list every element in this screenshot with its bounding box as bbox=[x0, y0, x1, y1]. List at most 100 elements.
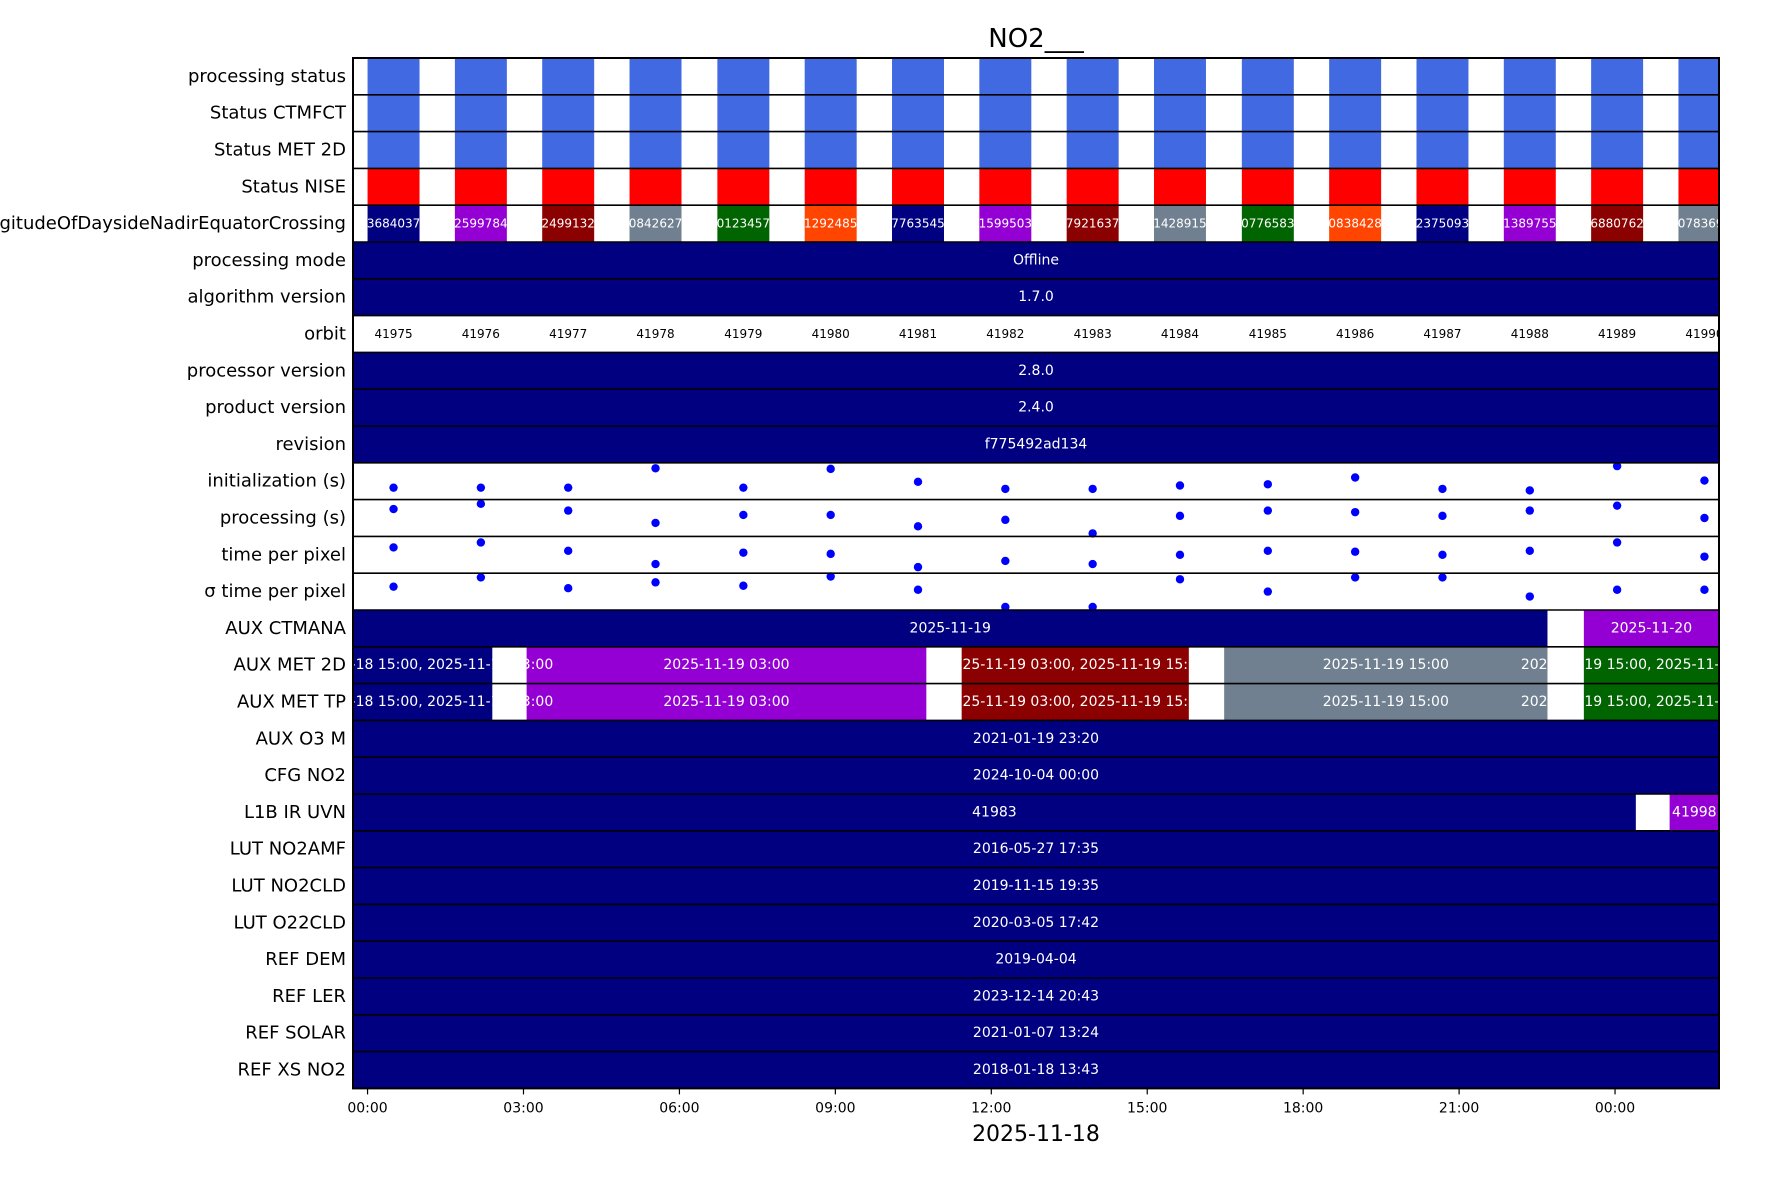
segment-label: 2025-11-20 bbox=[1611, 620, 1692, 636]
scatter-point bbox=[1175, 481, 1185, 490]
segment-bar bbox=[353, 794, 1636, 831]
longitude-label: 2499132 bbox=[541, 217, 594, 231]
longitude-label: 6880762 bbox=[1590, 217, 1643, 231]
longitude-label: 2375093 bbox=[1416, 217, 1469, 231]
longitude-label: 7921637 bbox=[1066, 217, 1119, 231]
status-bar bbox=[1066, 168, 1119, 206]
longitude-label: 1389755 bbox=[1503, 217, 1556, 231]
segment-label: 2025-11-18 15:00, 2025-11-19 03:00 bbox=[292, 657, 553, 673]
row-label: LongitudeOfDaysideNadirEquatorCrossing bbox=[0, 213, 346, 234]
status-bar bbox=[367, 168, 420, 206]
orbit-label: 41982 bbox=[986, 327, 1024, 341]
scatter-point bbox=[1350, 507, 1360, 517]
segment-label: 2025-11-19 03:00 bbox=[663, 657, 789, 673]
status-bar bbox=[717, 168, 770, 206]
constant-label: 2019-11-15 19:35 bbox=[973, 878, 1099, 894]
scatter-point bbox=[913, 585, 923, 594]
longitude-bar bbox=[1503, 205, 1556, 242]
constant-label: 2.4.0 bbox=[1018, 400, 1054, 416]
longitude-label: 2599784 bbox=[454, 217, 507, 231]
scatter-point bbox=[826, 464, 835, 474]
row-label: REF SOLAR bbox=[245, 1023, 346, 1044]
status-bar bbox=[1153, 94, 1206, 132]
longitude-bar bbox=[1416, 205, 1469, 242]
segment-label: 2025-11-19 03:00, 2025-11-19 15:00 bbox=[945, 657, 1206, 673]
constant-bar bbox=[353, 720, 1719, 758]
longitude-bar bbox=[542, 205, 595, 242]
scatter-point bbox=[1438, 550, 1447, 559]
status-bar bbox=[1416, 131, 1469, 169]
segment-bar bbox=[961, 646, 1189, 684]
scatter-point bbox=[739, 483, 748, 492]
segment-bar bbox=[353, 610, 1548, 647]
scatter-point bbox=[1438, 573, 1447, 582]
row-label: AUX O3 M bbox=[256, 728, 346, 749]
status-bar bbox=[1066, 58, 1119, 95]
orbit-label: 41979 bbox=[724, 327, 762, 341]
longitude-label: 3684037 bbox=[367, 217, 420, 231]
status-bar bbox=[804, 168, 857, 206]
row-4: 3684037 2599784 2499132 0842627 0123457 12924… bbox=[367, 205, 1719, 242]
row-16: 2025-11-18 15:00, 2025-11-19 03:00 2025-1… bbox=[292, 646, 1719, 684]
longitude-label: 1292485 bbox=[804, 217, 857, 231]
row-22: 2019-11-15 19:35 bbox=[353, 867, 1719, 905]
constant-bar bbox=[353, 867, 1719, 905]
row-label: σ time per pixel bbox=[204, 581, 346, 602]
scatter-point bbox=[651, 559, 660, 569]
constant-label: 2024-10-04 00:00 bbox=[973, 768, 1099, 784]
status-bar bbox=[1416, 58, 1469, 95]
segment-label: 2025-11-19 15:00, 2025-11-20 03:00 bbox=[1521, 694, 1771, 710]
row-label: CFG NO2 bbox=[264, 765, 346, 786]
row-label: product version bbox=[205, 397, 346, 418]
row-17: 2025-11-18 15:00, 2025-11-19 03:00 2025-1… bbox=[353, 683, 1771, 721]
constant-bar bbox=[353, 242, 1719, 279]
orbit-label: 41976 bbox=[462, 327, 500, 341]
scatter-point bbox=[476, 499, 486, 509]
scatter-point bbox=[1700, 476, 1709, 485]
status-bar bbox=[629, 94, 682, 132]
scatter-point bbox=[651, 518, 660, 528]
status-bar bbox=[1153, 58, 1206, 95]
scatter-point bbox=[1001, 515, 1010, 525]
status-bar bbox=[1416, 168, 1469, 206]
constant-bar bbox=[353, 904, 1719, 942]
status-bar bbox=[892, 131, 944, 169]
status-bar bbox=[979, 131, 1032, 169]
row-5: Offline bbox=[353, 242, 1719, 279]
row-label: processing (s) bbox=[220, 508, 346, 529]
longitude-label: 0123457 bbox=[717, 217, 770, 231]
orbit-label: 41987 bbox=[1423, 327, 1461, 341]
row-label: time per pixel bbox=[221, 544, 346, 565]
constant-bar bbox=[353, 978, 1719, 1015]
scatter-point bbox=[826, 572, 835, 581]
row-27: 2018-01-18 13:43 bbox=[353, 1051, 1719, 1088]
segment-bar bbox=[1583, 610, 1719, 647]
scatter-point bbox=[1525, 506, 1534, 515]
row-13 bbox=[389, 538, 1709, 572]
row-10: f775492ad134 bbox=[353, 426, 1719, 463]
longitude-bar bbox=[454, 205, 507, 242]
constant-bar bbox=[353, 278, 1719, 316]
status-bar bbox=[367, 94, 420, 132]
row-label: LUT NO2CLD bbox=[231, 876, 346, 897]
segment-bar bbox=[961, 683, 1189, 721]
scatter-point bbox=[826, 510, 835, 520]
status-bar bbox=[454, 58, 507, 95]
status-bar bbox=[454, 94, 507, 132]
scatter-point bbox=[1525, 592, 1534, 601]
scatter-point bbox=[913, 477, 923, 487]
scatter-point bbox=[476, 483, 486, 492]
row-label: Status CTMFCT bbox=[210, 103, 347, 124]
x-tick-label: 15:00 bbox=[1127, 1100, 1167, 1116]
segment-label: 2025-11-19 03:00, 2025-11-19 15:00 bbox=[945, 694, 1206, 710]
longitude-label: 1428915 bbox=[1153, 217, 1206, 231]
segment-label: 2025-11-19 15:00 bbox=[1323, 657, 1449, 673]
segment-bar bbox=[1583, 683, 1719, 721]
constant-bar bbox=[353, 352, 1719, 390]
scatter-point bbox=[389, 582, 398, 591]
scatter-point bbox=[651, 578, 660, 587]
row-21: 2016-05-27 17:35 bbox=[353, 830, 1719, 868]
status-bar bbox=[1416, 94, 1469, 132]
status-bar bbox=[367, 58, 420, 95]
